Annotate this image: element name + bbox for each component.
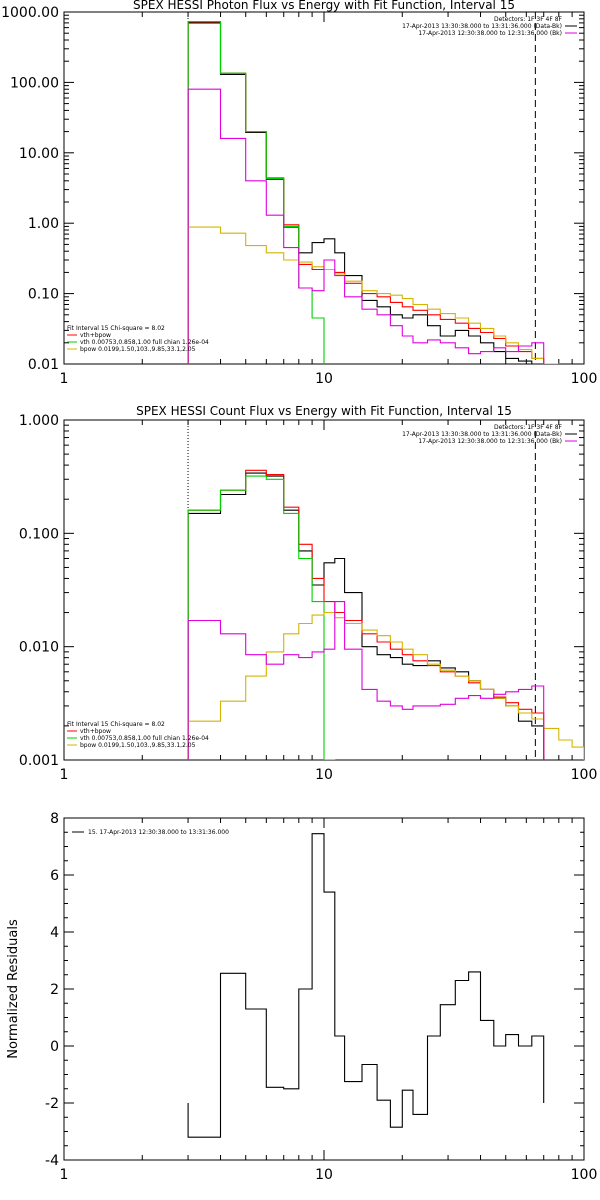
x-tick-label: 10 — [315, 767, 333, 783]
legend-right-entry: 17-Apr-2013 12:30:38.000 to 12:31:36.000… — [418, 438, 562, 445]
chart-title: SPEX HESSI Count Flux vs Energy with Fit… — [136, 404, 512, 418]
legend-left-entry: vth+bpow — [80, 728, 111, 735]
legend-left-entry: Fit Interval 15 Chi-square = 8.02 — [67, 325, 165, 332]
y-axis-label: Normalized Residuals — [6, 919, 21, 1059]
legend-right-entry: 17-Apr-2013 13:30:38.000 to 13:31:36.000… — [402, 23, 562, 30]
y-tick-label: 2 — [50, 982, 59, 998]
y-tick-label: 1000.00 — [1, 5, 59, 21]
y-tick-label: 6 — [50, 868, 59, 884]
x-tick-label: 100 — [571, 767, 598, 783]
series-vth+bpow-line — [187, 21, 545, 364]
legend-left-entry: vth 0.00753,0.858,1.00 full chian 1.26e-… — [80, 339, 209, 346]
y-tick-label: 4 — [50, 925, 59, 941]
legend-right-entry: Detectors: 1F 3F 4F 8F — [494, 424, 563, 431]
legend-left-entry: bpow 0.0199,1.50,103.,9.85,33.1,2.05 — [80, 346, 196, 353]
series-group — [187, 833, 545, 1138]
series-bkg_magenta-line — [187, 601, 545, 760]
x-tick-label: 10 — [315, 1167, 333, 1183]
series-vth-line — [187, 475, 336, 760]
plot-frame — [63, 11, 585, 365]
legend-left-entry: vth 0.00753,0.858,1.00 full chian 1.26e-… — [80, 735, 209, 742]
series-vth+bpow-line — [187, 469, 545, 760]
count-flux-panel: SPEX HESSI Count Flux vs Energy with Fit… — [19, 404, 598, 783]
y-tick-label: 1.00 — [28, 216, 59, 232]
y-tick-label: 0.010 — [19, 640, 59, 656]
legend-right-entry: 17-Apr-2013 12:30:38.000 to 12:31:36.000… — [418, 30, 562, 37]
legend-entry: 15. 17-Apr-2013 12:30:38.000 to 13:31:36… — [88, 829, 229, 836]
y-tick-label: 8 — [50, 811, 59, 827]
series-group — [187, 21, 560, 364]
legend-left-entry: Fit Interval 15 Chi-square = 8.02 — [67, 721, 165, 728]
series-data_black-line — [187, 22, 545, 364]
x-tick-label: 10 — [315, 371, 333, 387]
y-tick-label: 10.00 — [19, 146, 59, 162]
x-tick-label: 1 — [60, 767, 69, 783]
y-tick-label: 0.10 — [28, 287, 59, 303]
x-tick-label: 100 — [571, 1167, 598, 1183]
photon-flux-panel: SPEX HESSI Photon Flux vs Energy with Fi… — [1, 0, 597, 387]
chart-title: SPEX HESSI Photon Flux vs Energy with Fi… — [133, 0, 515, 12]
y-tick-label: 0.001 — [19, 753, 59, 769]
y-tick-label: -4 — [45, 1153, 59, 1169]
y-tick-label: 1.000 — [19, 413, 59, 429]
legend-left-entry: vth+bpow — [80, 332, 111, 339]
series-group — [187, 469, 584, 760]
x-tick-label: 100 — [571, 371, 598, 387]
series-vth-line — [187, 21, 325, 364]
series-bpow-line — [187, 226, 560, 364]
x-tick-label: 1 — [60, 1167, 69, 1183]
legend-right-entry: Detectors: 1F 3F 4F 8F — [494, 16, 563, 23]
y-tick-label: 100.00 — [10, 75, 59, 91]
series-bkg_magenta-line — [187, 88, 545, 364]
y-tick-label: 0.100 — [19, 526, 59, 542]
series-data_black-line — [187, 833, 545, 1138]
x-tick-label: 1 — [60, 371, 69, 387]
y-tick-label: 0.01 — [28, 357, 59, 373]
y-tick-label: -2 — [45, 1096, 59, 1112]
residuals-panel: 1 10 100 -4 -2 0 2 4 6 8 Normalized Residuals 15. 1… — [6, 811, 597, 1183]
series-bpow-line — [187, 611, 584, 760]
legend-left-entry: bpow 0.0199,1.50,103.,9.85,33.1,2.05 — [80, 742, 196, 749]
legend-right-entry: 17-Apr-2013 13:30:38.000 to 13:31:36.000… — [402, 431, 562, 438]
y-tick-label: 0 — [50, 1039, 59, 1055]
